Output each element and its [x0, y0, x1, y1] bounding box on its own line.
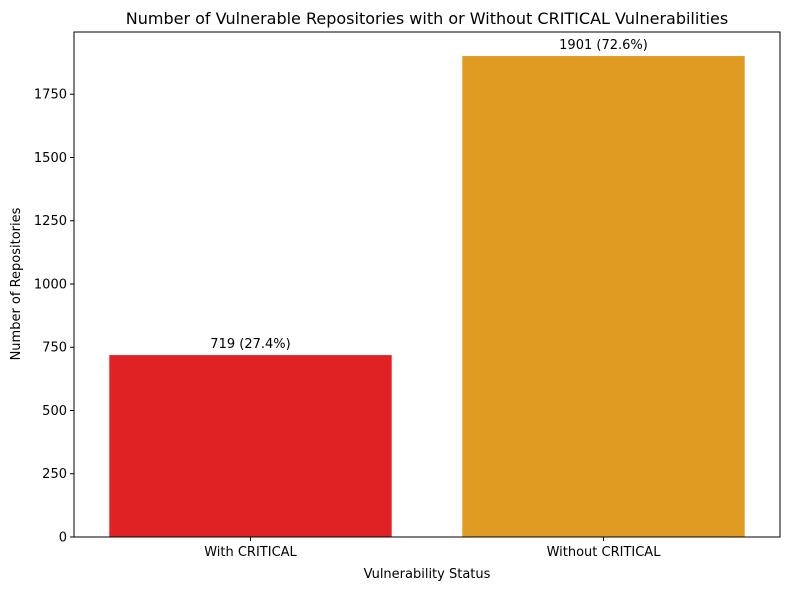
x-tick-label-0: With CRITICAL: [204, 545, 297, 560]
data-label-1: 1901 (72.6%): [559, 38, 648, 53]
y-tick-label-7: 1750: [34, 88, 67, 103]
y-tick-label-2: 500: [42, 404, 67, 419]
plot-area: 719 (27.4%) 1901 (72.6%) 0 250 500 750 1000 125…: [34, 31, 781, 560]
y-axis-label: Number of Repositories: [9, 207, 24, 360]
chart-title: Number of Vulnerable Repositories with o…: [126, 9, 728, 28]
x-axis-label: Vulnerability Status: [364, 567, 491, 582]
y-tick-label-1: 250: [42, 467, 67, 482]
y-tick-label-3: 750: [42, 341, 67, 356]
y-tick-label-5: 1250: [34, 214, 67, 229]
y-tick-label-4: 1000: [34, 277, 67, 292]
data-label-0: 719 (27.4%): [210, 337, 290, 352]
y-tick-label-0: 0: [59, 531, 67, 546]
y-tick-label-6: 1500: [34, 151, 67, 166]
bar-0: [109, 355, 392, 537]
plot-frame: [73, 31, 781, 538]
bar-1: [462, 56, 745, 537]
x-tick-label-1: Without CRITICAL: [547, 545, 662, 560]
